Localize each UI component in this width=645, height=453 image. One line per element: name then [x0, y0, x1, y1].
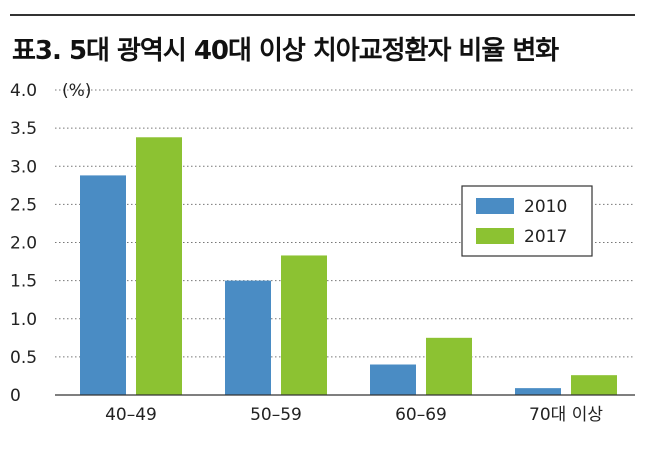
bar-2010-1 [225, 280, 271, 395]
y-tick-label: 0.5 [10, 348, 37, 368]
y-tick-label: 1.5 [10, 272, 37, 292]
bar-2017-1 [281, 255, 327, 395]
x-category-label: 50–59 [250, 405, 302, 425]
y-tick-label: 2.0 [10, 234, 37, 254]
bar-2017-0 [136, 137, 182, 395]
y-axis-ticks: 0 0.5 1.0 1.5 2.0 2.5 3.0 3.5 4.0 [10, 81, 37, 406]
x-axis-categories: 40–49 50–59 60–69 70대 이상 [105, 405, 603, 425]
y-tick-label: 4.0 [10, 81, 37, 101]
bar-2017-2 [426, 337, 472, 395]
y-unit-label: (%) [62, 81, 91, 101]
legend-swatch-2010 [476, 198, 514, 214]
bar-2017-3 [571, 375, 617, 395]
bar-2010-3 [515, 388, 561, 395]
x-category-label: 70대 이상 [529, 405, 603, 425]
y-tick-label: 3.0 [10, 157, 37, 177]
y-tick-label: 0 [10, 386, 21, 406]
y-tick-label: 2.5 [10, 195, 37, 215]
top-rule [10, 14, 635, 16]
legend: 2010 2017 [461, 185, 593, 257]
x-category-label: 40–49 [105, 405, 157, 425]
bar-2010-2 [370, 364, 416, 395]
chart-title: 표3. 5대 광역시 40대 이상 치아교정환자 비율 변화 [12, 36, 559, 66]
y-tick-label: 3.5 [10, 119, 37, 139]
legend-label-2017: 2017 [524, 227, 567, 247]
y-tick-label: 1.0 [10, 310, 37, 330]
legend-box [461, 185, 593, 257]
x-category-label: 60–69 [395, 405, 447, 425]
legend-label-2010: 2010 [524, 197, 567, 217]
bar-2010-0 [80, 175, 126, 395]
legend-swatch-2017 [476, 228, 514, 244]
bars [80, 137, 617, 395]
